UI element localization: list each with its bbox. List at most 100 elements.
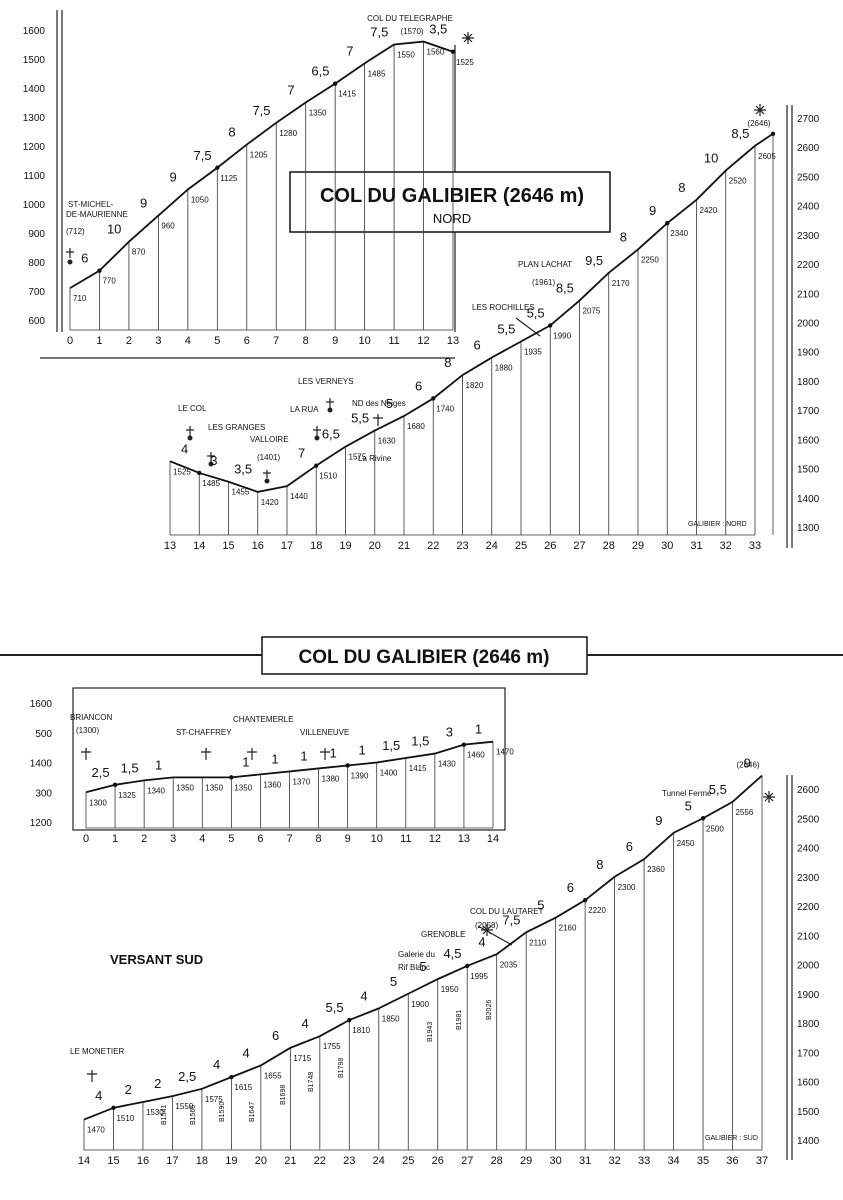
altitude-label: 1430 xyxy=(438,760,456,769)
km-label: 0 xyxy=(67,335,73,347)
axis-label: 2700 xyxy=(797,114,820,125)
altitude-label: 1560 xyxy=(427,48,445,57)
point-dot xyxy=(112,782,118,788)
km-label: 4 xyxy=(199,833,205,845)
altitude-label: 1390 xyxy=(351,771,369,780)
gradient-label: 1,5 xyxy=(382,738,400,753)
place-label: LE MONETIER xyxy=(70,1047,124,1056)
point-dot xyxy=(465,963,470,969)
km-label: 29 xyxy=(520,1155,532,1167)
place-label: VALLOIRE xyxy=(250,435,289,444)
altitude-label: 1880 xyxy=(495,364,513,373)
axis-label: 1600 xyxy=(30,699,53,710)
altitude-label: 1050 xyxy=(191,196,209,205)
km-label: 20 xyxy=(369,540,381,552)
km-label: 37 xyxy=(756,1155,768,1167)
place-label: VILLENEUVE xyxy=(300,728,349,737)
km-label: 8 xyxy=(316,833,322,845)
gradient-label: 6 xyxy=(474,338,481,353)
axis-label: 1600 xyxy=(797,1078,820,1089)
title: COL DU GALIBIER (2646 m) xyxy=(299,647,550,668)
gradient-label: 1 xyxy=(329,745,336,760)
km-label: 24 xyxy=(373,1155,385,1167)
km-label: 5 xyxy=(214,335,220,347)
point-dot xyxy=(229,775,234,780)
altitude-label: 1485 xyxy=(202,479,220,488)
borne-label: B1698 xyxy=(280,1085,287,1105)
gradient-label: 8 xyxy=(678,180,685,195)
km-label: 28 xyxy=(491,1155,503,1167)
km-label: 26 xyxy=(544,540,556,552)
star-icons xyxy=(462,32,775,936)
altitude-label: 1680 xyxy=(407,422,425,431)
km-label: 16 xyxy=(252,540,264,552)
place-label: (1961) xyxy=(532,278,555,287)
gradient-label: 9 xyxy=(169,170,176,185)
axis-label: 2300 xyxy=(797,873,820,884)
altitude-label: 1280 xyxy=(279,129,297,138)
altitude-label: 1360 xyxy=(263,780,281,789)
km-label: 23 xyxy=(343,1155,355,1167)
place-label: GRENOBLE xyxy=(421,930,465,939)
gradient-label: 9 xyxy=(140,196,147,211)
gradient-label: 5 xyxy=(419,959,426,974)
gradient-label: 9 xyxy=(655,813,662,828)
gradient-label: 5,5 xyxy=(326,1000,344,1015)
gradient-label: 8 xyxy=(596,857,603,872)
axis-label: 1500 xyxy=(797,465,820,476)
axis-label: 2200 xyxy=(797,902,820,913)
axis-label: 1700 xyxy=(797,1048,820,1059)
axis-label: 2100 xyxy=(797,931,820,942)
km-label: 33 xyxy=(638,1155,650,1167)
axis-label: 900 xyxy=(28,229,45,240)
km-label: 17 xyxy=(166,1155,178,1167)
gradient-label: 6 xyxy=(272,1028,279,1043)
axis-label: 1400 xyxy=(23,84,46,95)
km-label: 25 xyxy=(402,1155,414,1167)
title-box xyxy=(261,636,588,675)
altitude-label: 1485 xyxy=(368,69,386,78)
km-label: 4 xyxy=(185,335,191,347)
gradient-label: 10 xyxy=(704,151,718,166)
borne-label: B1590 xyxy=(219,1102,226,1122)
km-label: 14 xyxy=(193,540,205,552)
borne-label: B1943 xyxy=(427,1022,434,1042)
altitude-label: 1350 xyxy=(234,783,252,792)
altitude-label: 710 xyxy=(73,294,87,303)
altitude-label: 1935 xyxy=(524,347,542,356)
km-label: 9 xyxy=(332,335,338,347)
place-label: DE-MAURIENNE xyxy=(66,210,128,219)
point-dot xyxy=(582,897,588,903)
place-label: (1401) xyxy=(257,453,280,462)
gradient-label: 6,5 xyxy=(322,427,340,442)
place-label: LES ROCHILLES xyxy=(472,303,535,312)
point-dot xyxy=(111,1105,116,1111)
gradient-label: 4 xyxy=(478,934,485,949)
point-dot xyxy=(332,81,338,86)
altitude-label: 770 xyxy=(102,277,116,286)
place-label: ND des Neiges xyxy=(352,399,406,408)
gradient-label: 2,5 xyxy=(178,1069,196,1084)
km-label: 21 xyxy=(398,540,410,552)
place-label: GALIBIER : SUD xyxy=(705,1135,758,1142)
borne-label: B1541 xyxy=(161,1105,168,1125)
profile-line xyxy=(69,40,454,289)
altitude-label: 1370 xyxy=(293,777,311,786)
point-dot xyxy=(450,49,456,54)
axis-label: 1100 xyxy=(23,171,45,182)
altitude-label: 2220 xyxy=(588,906,606,915)
altitude-label: 1550 xyxy=(397,51,415,60)
profile-line xyxy=(85,740,494,794)
gradient-label: 5,5 xyxy=(527,305,545,320)
pointer-line xyxy=(477,317,541,946)
axis-label: 500 xyxy=(35,729,52,740)
title: COL DU GALIBIER (2646 m) xyxy=(320,185,584,207)
km-label: 3 xyxy=(155,335,161,347)
km-label: 13 xyxy=(447,335,459,347)
borne-label: B1798 xyxy=(338,1058,345,1078)
km-label: 1 xyxy=(112,833,118,845)
axis-label: 1300 xyxy=(23,113,46,124)
altitude-label: 1575 xyxy=(205,1095,223,1104)
km-label: 15 xyxy=(222,540,234,552)
km-label: 15 xyxy=(107,1155,119,1167)
